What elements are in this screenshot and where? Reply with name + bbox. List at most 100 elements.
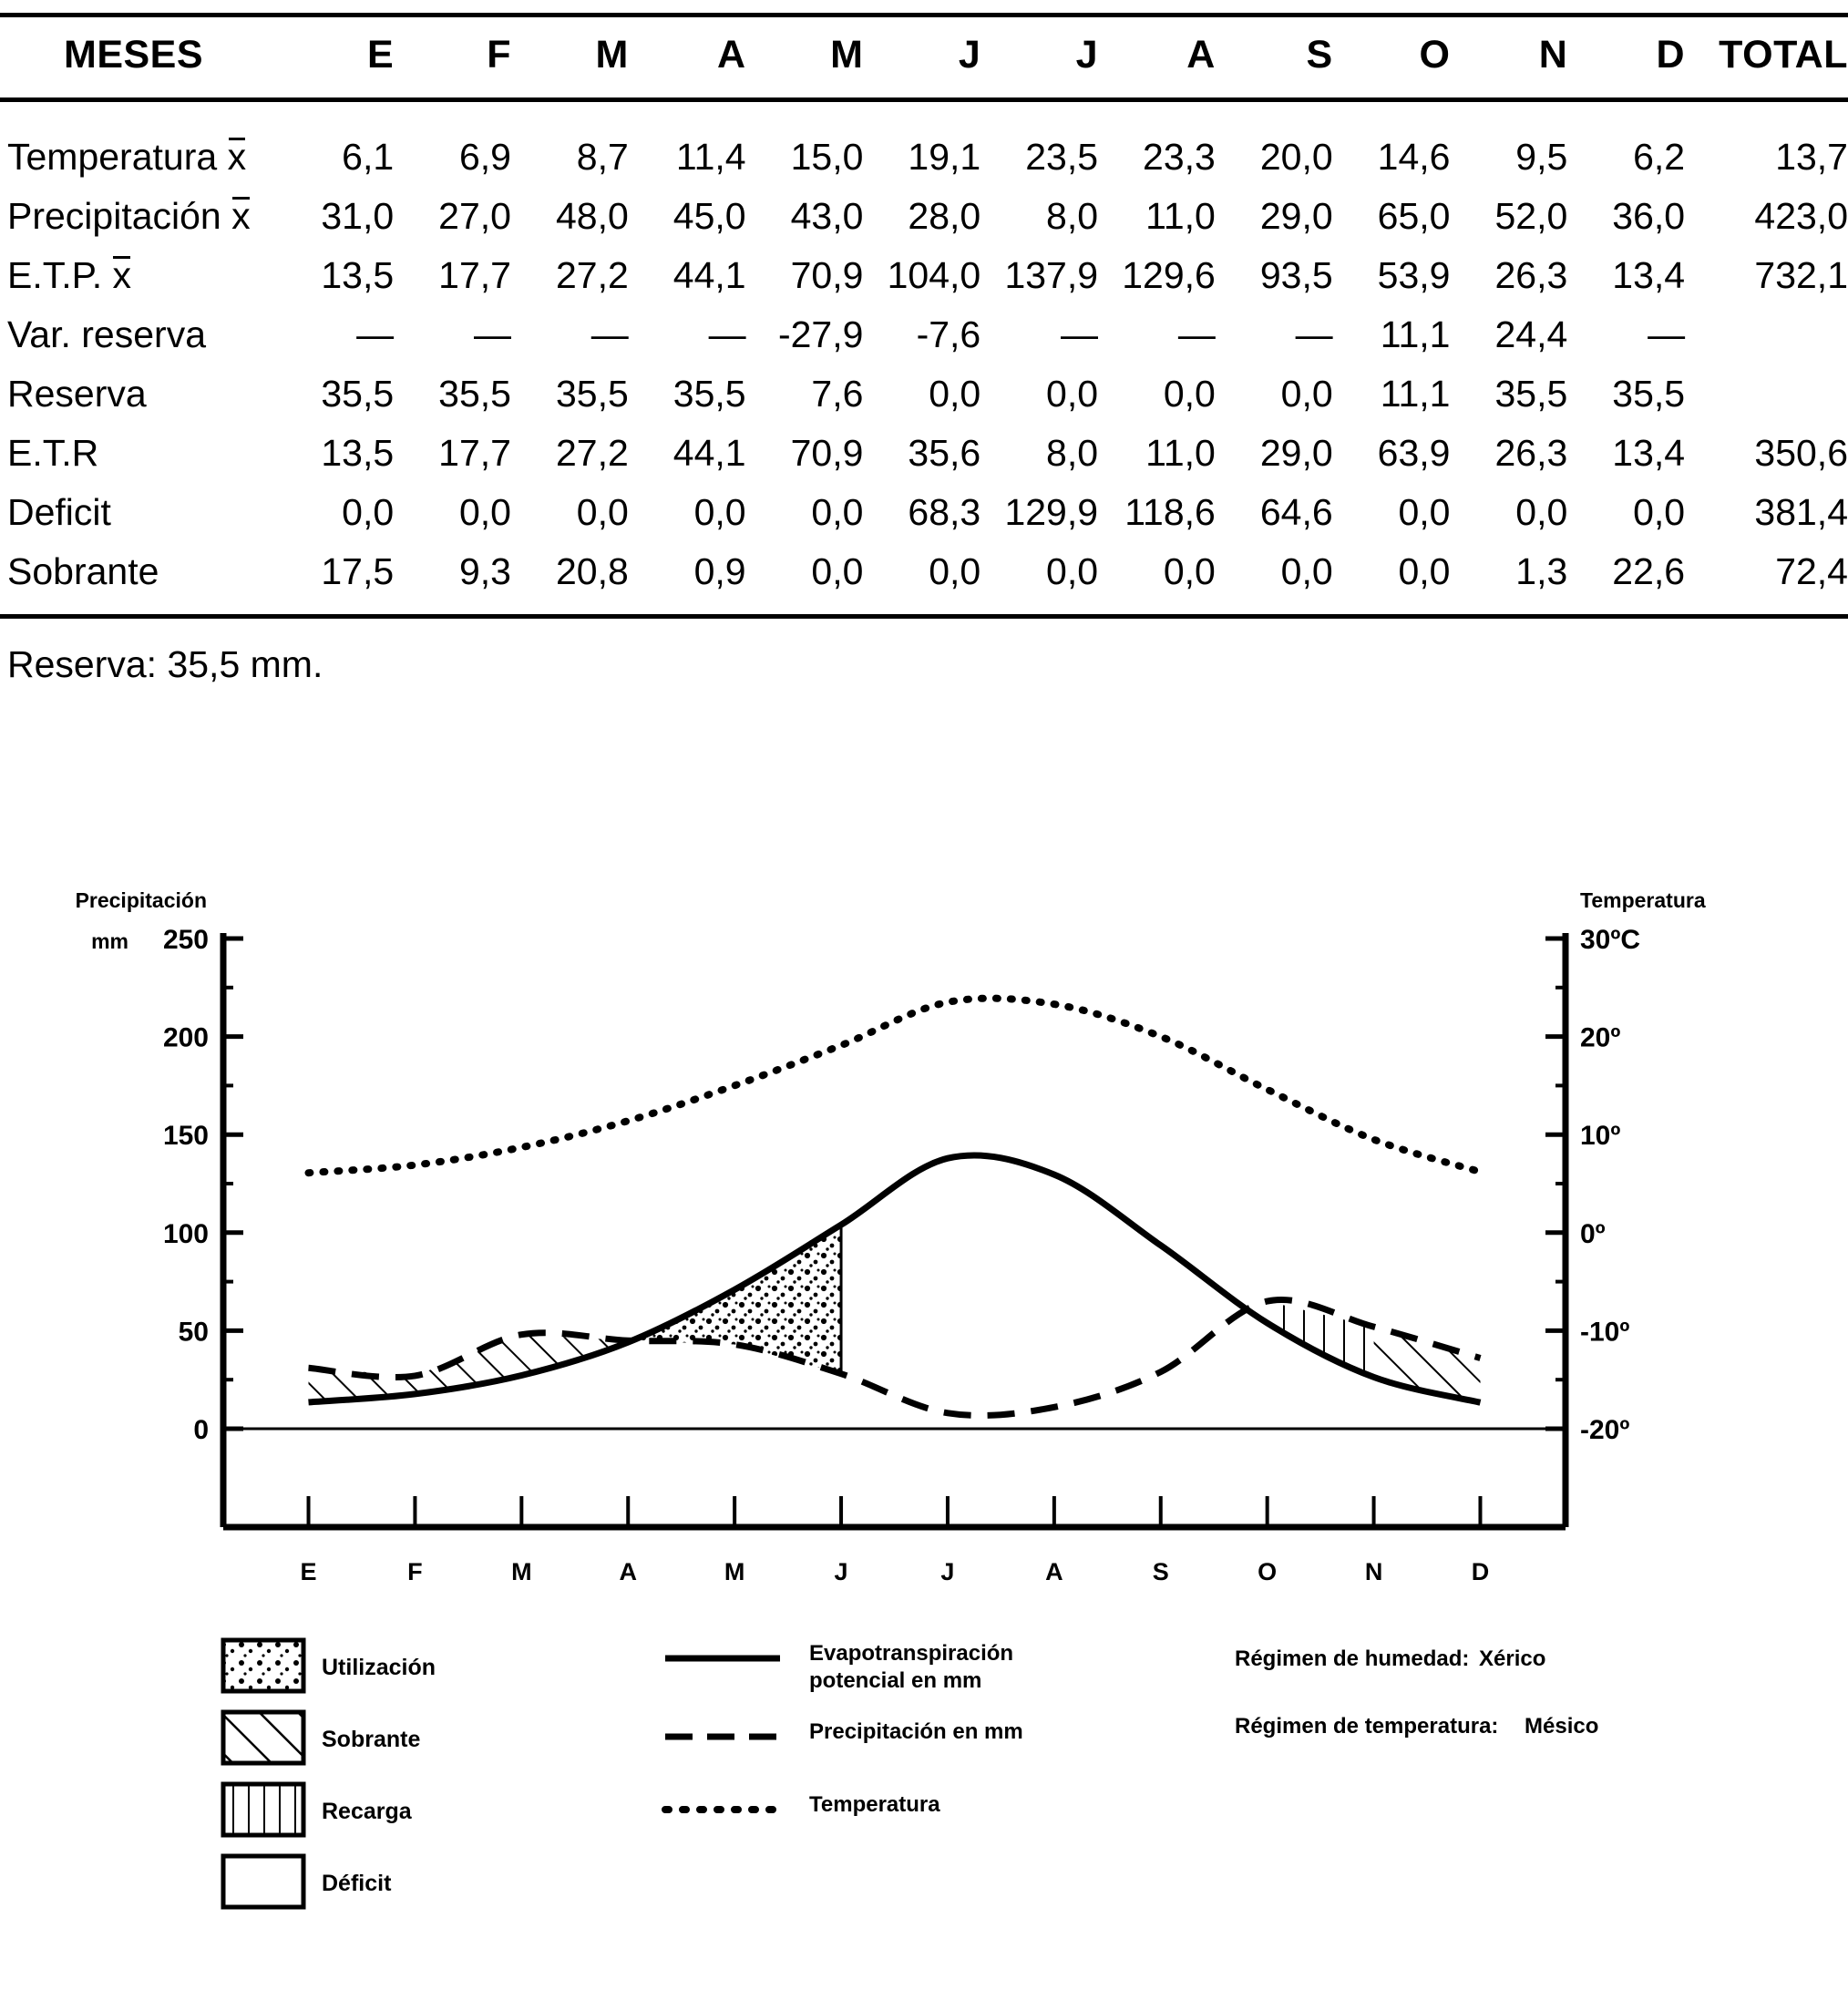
table-cell: 52,0 xyxy=(1494,195,1568,237)
table-cell: 19,1 xyxy=(908,136,981,178)
table-cell: 23,5 xyxy=(1025,136,1099,178)
table-cell: 35,5 xyxy=(321,373,395,415)
table-cell: 6,9 xyxy=(458,136,511,178)
column-header-month-s-8: S xyxy=(1306,32,1333,77)
legend-line-label: Temperatura xyxy=(809,1792,940,1817)
table-row: Temperatura x 6,1 6,9 8,7 11,4 15,0 19,1 23,5 23… xyxy=(0,128,1848,187)
table-cell: 0,9 xyxy=(693,550,746,592)
table-cell: 6,1 xyxy=(342,136,395,178)
row-label: Sobrante xyxy=(7,550,159,592)
row-label: Deficit xyxy=(7,491,111,533)
table-cell: 35,5 xyxy=(1612,373,1686,415)
regime-value: Xérico xyxy=(1479,1646,1545,1671)
table-cell: 13,5 xyxy=(321,432,395,474)
table-cell: 27,2 xyxy=(555,254,629,296)
right-axis-tick-label: -20º xyxy=(1580,1415,1629,1445)
table-cell-total: 381,4 xyxy=(1754,491,1848,533)
region-recarga-otono xyxy=(1267,1301,1374,1378)
table-cell: 53,9 xyxy=(1377,254,1451,296)
table-cell: 0,0 xyxy=(1163,550,1216,592)
table-cell: 28,0 xyxy=(908,195,981,237)
table-cell-total: 350,6 xyxy=(1754,432,1848,474)
table-cell: 8,0 xyxy=(1046,195,1099,237)
table-cell: 0,0 xyxy=(811,550,864,592)
climate-water-balance-chart: 0 50 100 150 200 250 Precipitación mm 30ºC 20º 10º… xyxy=(0,875,1848,1990)
row-label: Precipitación x xyxy=(7,195,251,237)
legend-swatch-dots xyxy=(221,1637,306,1694)
column-header-month-a-3: A xyxy=(717,32,746,77)
x-axis-month-label-s-8: S xyxy=(1153,1558,1169,1585)
table-cell: 44,1 xyxy=(672,432,746,474)
x-axis-month-label-o-9: O xyxy=(1258,1558,1277,1585)
x-bar-symbol: x xyxy=(227,136,247,178)
table-cell: 63,9 xyxy=(1377,432,1451,474)
table-cell: 0,0 xyxy=(1280,373,1333,415)
table-cell: 29,0 xyxy=(1259,195,1333,237)
table-cell: 0,0 xyxy=(929,373,981,415)
x-axis-month-label-f-1: F xyxy=(407,1558,423,1585)
table-rule xyxy=(0,97,1848,104)
regime-label: Régimen de humedad: xyxy=(1235,1646,1469,1671)
table-cell: 129,6 xyxy=(1122,254,1216,296)
table-cell: 26,3 xyxy=(1494,254,1568,296)
table-cell: 31,0 xyxy=(321,195,395,237)
column-header-month-j-6: J xyxy=(1075,32,1099,77)
table-cell: 0,0 xyxy=(576,491,629,533)
table-cell: 13,4 xyxy=(1612,432,1686,474)
table-cell-total: 72,4 xyxy=(1775,550,1848,592)
left-axis-tick-label: 50 xyxy=(179,1317,209,1347)
region-sobrante-diciembre xyxy=(1373,1327,1481,1403)
region-utilizacion xyxy=(628,1225,841,1374)
column-header-month-m-2: M xyxy=(595,32,629,77)
region-sobrante-invierno xyxy=(308,1334,629,1402)
left-axis-tick-label: 150 xyxy=(163,1121,209,1151)
table-cell: 17,7 xyxy=(438,432,511,474)
regime-label: Régimen de temperatura: xyxy=(1235,1714,1498,1739)
table-cell: 0,0 xyxy=(1515,491,1568,533)
temperature-curve xyxy=(304,994,1484,1177)
table-cell: 0,0 xyxy=(1046,373,1099,415)
reserva-note: Reserva: 35,5 mm. xyxy=(7,643,323,685)
table-cell: 68,3 xyxy=(908,491,981,533)
table-cell: 26,3 xyxy=(1494,432,1568,474)
table-cell: 118,6 xyxy=(1124,491,1216,533)
table-cell: 36,0 xyxy=(1612,195,1686,237)
table-cell: — xyxy=(473,313,511,355)
table-cell: — xyxy=(1177,313,1216,355)
row-label: Reserva xyxy=(7,373,147,415)
table-cell: 20,0 xyxy=(1259,136,1333,178)
x-bar-symbol: x xyxy=(231,195,251,237)
table-cell-total xyxy=(1685,364,1848,424)
table-cell: — xyxy=(590,313,629,355)
legend-swatch-vertical-hatch xyxy=(221,1781,306,1838)
right-axis-tick-label: 10º xyxy=(1580,1121,1620,1151)
legend-line-label-cont: potencial en mm xyxy=(809,1668,981,1693)
table-cell: 8,7 xyxy=(576,136,629,178)
table-cell: 35,6 xyxy=(908,432,981,474)
left-axis-tick-label: 0 xyxy=(193,1415,209,1445)
table-cell: 14,6 xyxy=(1377,136,1451,178)
table-cell: 1,3 xyxy=(1515,550,1568,592)
table-cell: 0,0 xyxy=(342,491,395,533)
chart-legend: Utilización Sobrante Recarga Déficit Evapotr… xyxy=(221,1637,1598,1910)
table-cell: 7,6 xyxy=(811,373,864,415)
legend-line-label: Precipitación en mm xyxy=(809,1719,1023,1744)
regime-value: Mésico xyxy=(1525,1714,1598,1739)
left-axis-tick-label: 100 xyxy=(163,1219,209,1249)
table-cell: 0,0 xyxy=(811,491,864,533)
right-axis-title: Temperatura xyxy=(1580,888,1706,912)
table-cell: 9,5 xyxy=(1515,136,1568,178)
table-cell: 104,0 xyxy=(887,254,981,296)
table-spacer xyxy=(0,104,1848,128)
table-cell: 0,0 xyxy=(1046,550,1099,592)
table-cell: 17,7 xyxy=(438,254,511,296)
right-axis-tick-label: -10º xyxy=(1580,1317,1629,1347)
table-cell: 43,0 xyxy=(790,195,864,237)
table-cell: — xyxy=(1061,313,1099,355)
x-axis-month-label-j-6: J xyxy=(940,1558,954,1585)
x-axis-month-label-m-4: M xyxy=(724,1558,745,1585)
table-cell: 48,0 xyxy=(555,195,629,237)
table-cell: 8,0 xyxy=(1046,432,1099,474)
table-cell: 137,9 xyxy=(1004,254,1099,296)
x-axis-month-label-a-3: A xyxy=(619,1558,637,1585)
